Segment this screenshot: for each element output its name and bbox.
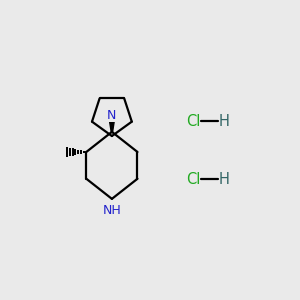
Text: NH: NH <box>103 204 121 217</box>
Text: H: H <box>219 172 230 187</box>
Polygon shape <box>109 115 115 132</box>
Text: Cl: Cl <box>186 172 200 187</box>
Text: N: N <box>107 109 117 122</box>
Text: Cl: Cl <box>186 114 200 129</box>
Text: H: H <box>219 114 230 129</box>
